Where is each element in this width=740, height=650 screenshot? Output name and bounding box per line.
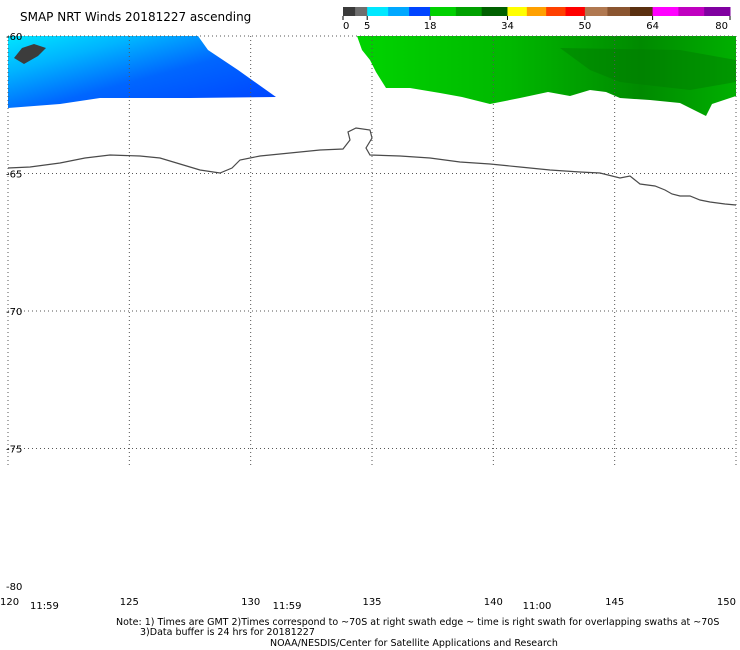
footer-note-line-1: Note: 1) Times are GMT 2)Times correspon… xyxy=(116,617,719,628)
lon-label-145: 145 xyxy=(605,597,624,608)
legend-label-34: 34 xyxy=(501,21,514,32)
map-panel: -60 -65 -70 -75 -80 120 125 130 135 140 145 150 11:5… xyxy=(0,32,737,612)
legend-swatch-5-0 xyxy=(652,7,679,16)
swath-east-dark-core xyxy=(560,48,736,90)
footer-credit: NOAA/NESDIS/Center for Satellite Applica… xyxy=(270,638,558,649)
swath-time-label-2: 11:00 xyxy=(523,601,552,612)
lat-label--70: -70 xyxy=(6,307,22,318)
lat-label--75: -75 xyxy=(6,445,22,456)
legend-swatch-4-0 xyxy=(584,7,608,16)
map-grid xyxy=(7,35,737,465)
legend-label-5: 5 xyxy=(364,21,370,32)
chart-title: SMAP NRT Winds 20181227 ascending xyxy=(20,10,251,24)
footer-note-line-2: 3)Data buffer is 24 hrs for 20181227 xyxy=(140,627,315,638)
lon-label-120: 120 xyxy=(0,597,19,608)
legend-swatch-1-1 xyxy=(388,7,410,16)
lon-label-130: 130 xyxy=(241,597,260,608)
legend-swatch-2-1 xyxy=(455,7,483,16)
lon-label-150: 150 xyxy=(717,597,736,608)
legend-swatch-3-2 xyxy=(546,7,567,16)
legend-label-64: 64 xyxy=(646,21,659,32)
legend-swatch-0-1 xyxy=(355,7,368,16)
map-axis-labels: -60 -65 -70 -75 -80 120 125 130 135 140 145 150 11:5… xyxy=(0,32,736,612)
legend-swatch-3-3 xyxy=(565,7,586,16)
legend-label-18: 18 xyxy=(424,21,437,32)
legend-swatch-4-1 xyxy=(607,7,631,16)
lat-label--65: -65 xyxy=(6,170,22,181)
lon-label-140: 140 xyxy=(484,597,503,608)
swath-east xyxy=(357,36,736,116)
swath-time-label-0: 11:59 xyxy=(30,601,59,612)
antarctic-coastline xyxy=(7,127,737,206)
legend-swatch-2-0 xyxy=(430,7,457,16)
legend-label-80: 80 xyxy=(715,21,728,32)
lon-label-125: 125 xyxy=(120,597,139,608)
legend-swatch-5-2 xyxy=(704,7,731,16)
legend-swatch-4-2 xyxy=(630,7,654,16)
legend-swatch-3-0 xyxy=(507,7,528,16)
legend-label-0: 0 xyxy=(343,21,349,32)
swath-time-label-1: 11:59 xyxy=(273,601,302,612)
legend-swatch-5-1 xyxy=(678,7,705,16)
lat-label--80: -80 xyxy=(6,582,22,593)
lat-label--60: -60 xyxy=(6,32,22,43)
wind-speed-legend: 0 5 18 34 50 64 80 xyxy=(342,7,731,32)
legend-swatch-0-0 xyxy=(343,7,356,16)
legend-swatch-2-2 xyxy=(481,7,508,16)
legend-swatch-1-2 xyxy=(409,7,431,16)
lon-label-135: 135 xyxy=(362,597,381,608)
calm-wind-patch xyxy=(14,44,46,64)
swath-west xyxy=(8,36,276,108)
legend-label-50: 50 xyxy=(579,21,592,32)
legend-swatch-3-1 xyxy=(526,7,547,16)
legend-swatch-1-0 xyxy=(367,7,389,16)
